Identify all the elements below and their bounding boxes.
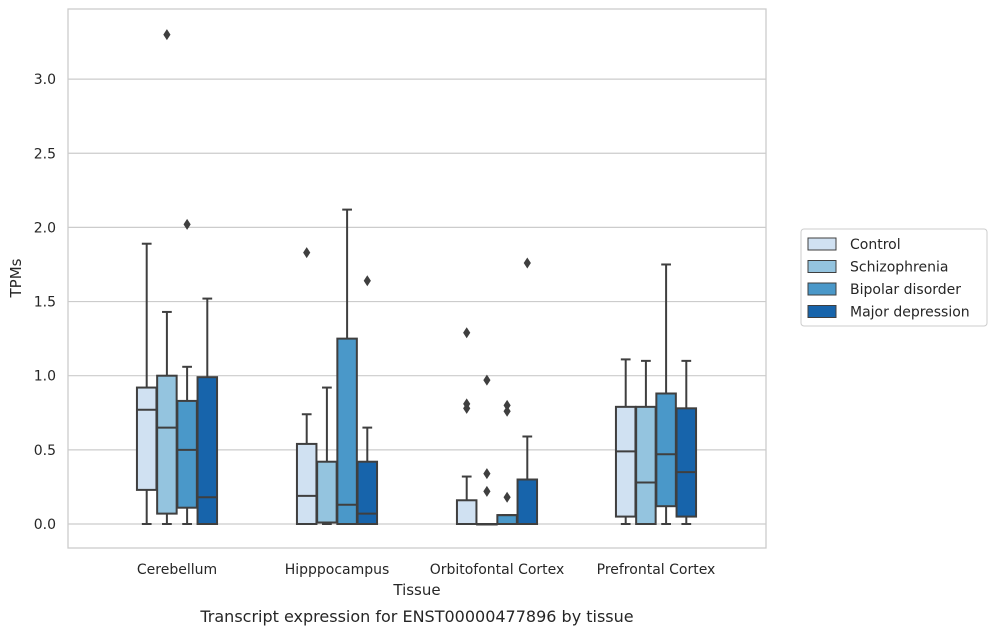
box-iqr xyxy=(675,407,698,518)
box-iqr xyxy=(516,478,539,526)
y-tick-label: 2.0 xyxy=(34,220,56,236)
chart-caption: Transcript expression for ENST0000047789… xyxy=(199,607,633,626)
box-schizophrenia xyxy=(156,29,178,525)
outlier-point xyxy=(503,405,511,417)
y-tick-label: 3.0 xyxy=(34,72,56,88)
y-axis-label: TPMs xyxy=(7,258,25,298)
plot-frame xyxy=(67,8,767,549)
box-iqr xyxy=(635,405,657,525)
box-major-depression xyxy=(675,359,698,525)
box-iqr xyxy=(496,514,518,525)
outlier-point xyxy=(503,491,511,503)
y-tick-label: 0.0 xyxy=(34,517,56,533)
legend-label: Bipolar disorder xyxy=(850,282,961,298)
outlier-point xyxy=(483,374,491,386)
box-iqr xyxy=(336,337,358,525)
x-tick-label: Orbitofontal Cortex xyxy=(430,562,565,578)
box-schizophrenia xyxy=(476,374,498,526)
legend-label: Control xyxy=(850,237,901,253)
box-iqr xyxy=(135,386,158,491)
y-tick-label: 0.5 xyxy=(34,443,56,459)
box-iqr xyxy=(156,374,178,515)
x-tick-label: Cerebellum xyxy=(137,562,217,578)
box-iqr xyxy=(176,399,198,509)
x-tick-labels: Cerebellum Hipppocampus Orbitofontal Corte… xyxy=(137,562,715,578)
x-tick-label: Prefrontal Cortex xyxy=(597,562,716,578)
box-iqr xyxy=(655,392,677,508)
outlier-point xyxy=(183,218,191,230)
legend-swatch xyxy=(807,260,837,273)
outlier-point xyxy=(503,399,511,411)
x-axis-label: Tissue xyxy=(392,581,440,599)
box-bipolar-disorder xyxy=(176,218,198,525)
box-iqr xyxy=(455,499,478,526)
y-tick-labels: 0.0 0.5 1.0 1.5 2.0 2.5 3.0 xyxy=(34,72,56,533)
outlier-point xyxy=(463,327,471,339)
outlier-point xyxy=(463,398,471,410)
outlier-point xyxy=(523,257,531,269)
box-major-depression xyxy=(196,297,219,526)
box-groups xyxy=(135,29,698,526)
box-control xyxy=(455,327,478,526)
legend: Control Schizophrenia Bipolar disorder Majo… xyxy=(800,228,988,327)
legend-label: Major depression xyxy=(850,305,970,321)
legend-swatch xyxy=(807,305,837,318)
box-iqr xyxy=(295,442,318,525)
legend-frame xyxy=(800,228,988,327)
outlier-point xyxy=(163,29,171,41)
box-iqr xyxy=(196,376,219,526)
legend-label: Schizophrenia xyxy=(850,260,948,276)
legend-swatch xyxy=(807,282,837,296)
x-tick-label: Hipppocampus xyxy=(285,562,390,578)
outlier-point xyxy=(363,275,371,287)
y-tick-label: 2.5 xyxy=(34,146,56,162)
legend-swatch xyxy=(807,237,837,251)
y-tick-label: 1.0 xyxy=(34,369,56,385)
box-bipolar-disorder xyxy=(496,399,518,525)
box-iqr xyxy=(614,405,637,518)
y-tick-label: 1.5 xyxy=(34,295,56,311)
box-iqr xyxy=(316,460,338,524)
box-major-depression xyxy=(516,257,539,526)
box-bipolar-disorder xyxy=(336,208,358,525)
outlier-point xyxy=(303,247,311,259)
box-control xyxy=(135,242,158,525)
box-iqr xyxy=(356,460,379,525)
outlier-point xyxy=(483,485,491,497)
box-major-depression xyxy=(356,275,379,525)
outlier-point xyxy=(483,468,491,480)
